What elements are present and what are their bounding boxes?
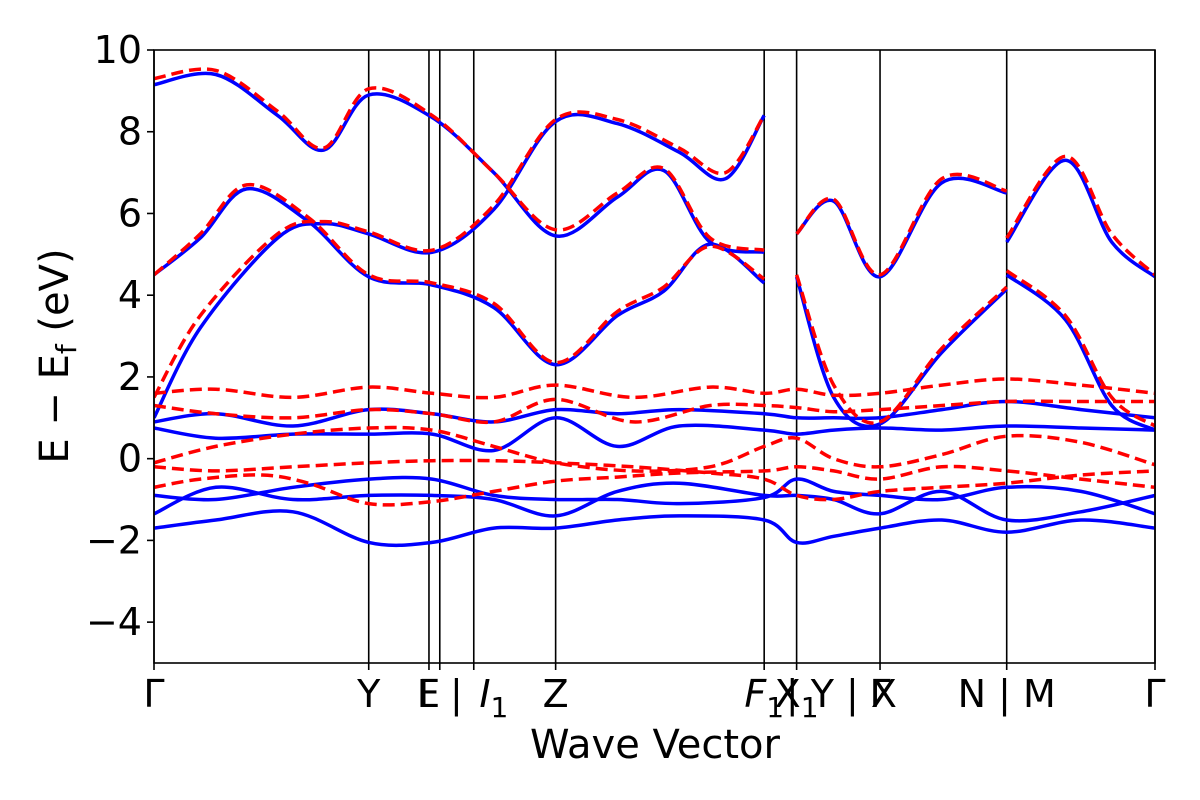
y-tick-label: 10 <box>94 28 142 72</box>
wannier-band-2 <box>154 475 1155 516</box>
dft-band-11 <box>1005 154 1155 277</box>
dft-band-0 <box>154 464 1155 507</box>
y-tick-label: 2 <box>118 355 142 399</box>
x-tick-label: F1 <box>744 672 784 724</box>
dft-band-10 <box>1005 269 1155 428</box>
x-axis-label: Wave Vector <box>530 722 781 768</box>
wannier-band-11 <box>1005 158 1155 279</box>
wannier-band-1 <box>154 481 1155 523</box>
wannier-band-7 <box>154 71 765 255</box>
x-tick-label: Γ <box>1144 672 1165 716</box>
dft-band-8 <box>794 274 1008 425</box>
y-axis-label-sub: f <box>50 343 83 354</box>
y-axis-ticks: −4 −2 0 2 4 6 8 10 <box>86 28 154 644</box>
y-tick-label: 6 <box>118 191 142 235</box>
dft-band-9 <box>795 172 1008 277</box>
axes-frame <box>153 49 1156 664</box>
wannier-band-5 <box>154 112 766 419</box>
y-tick-label: −2 <box>86 518 142 562</box>
x-tick-label: Y <box>356 672 381 716</box>
dft-band-4 <box>154 377 1155 400</box>
x-tick-label: Γ <box>869 672 890 716</box>
dft-band-6 <box>154 183 766 365</box>
bands <box>154 67 1155 548</box>
wannier-band-6 <box>154 187 766 367</box>
y-axis-label-unit: (eV) <box>32 248 78 344</box>
x-tick-label: N | M <box>958 672 1056 717</box>
dft-band-7 <box>154 67 765 252</box>
y-tick-label: 4 <box>118 273 142 317</box>
dft-band-2 <box>154 425 1155 473</box>
dft-band-1 <box>154 458 1155 502</box>
x-tick-label: Γ <box>143 672 164 716</box>
x-tick-label: X1 <box>775 672 819 724</box>
wannier-band-9 <box>795 176 1008 279</box>
x-tick-label: I1 <box>479 672 508 724</box>
wannier-band-10 <box>1005 273 1155 432</box>
x-tick-label: F <box>418 672 440 716</box>
wannier-band-3 <box>154 416 1155 453</box>
dft-band-5 <box>154 110 766 399</box>
wannier-band-0 <box>154 509 1155 548</box>
plot-area <box>153 49 1156 664</box>
y-tick-label: 0 <box>118 437 142 481</box>
y-axis-label-main: E − E <box>32 354 78 464</box>
y-axis-label: E − Ef (eV) <box>32 248 83 463</box>
dft-band-3 <box>154 397 1155 425</box>
x-tick-label: Z <box>543 672 569 716</box>
x-tick-label: | Y | X <box>786 672 897 717</box>
x-tick-label: L | <box>417 672 463 717</box>
y-tick-label: 8 <box>118 110 142 154</box>
wannier-band-4 <box>154 399 1155 428</box>
y-tick-label: −4 <box>86 600 142 644</box>
wannier-band-8 <box>794 276 1008 429</box>
